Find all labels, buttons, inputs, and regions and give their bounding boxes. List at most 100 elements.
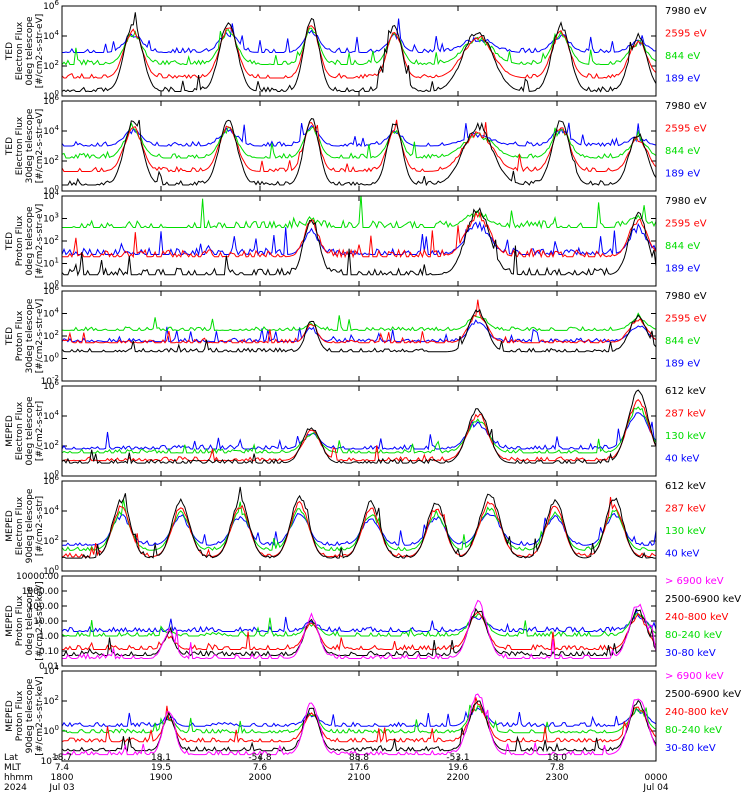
footer-lat-value: 18.7	[51, 753, 73, 763]
y-tick-label: 100	[43, 724, 59, 737]
series-trace	[62, 319, 656, 343]
y-axis-label: MEPED Electron Flux 90deg telescope [#/cm2-…	[5, 488, 45, 563]
y-axis-label-line: Proton Flux	[15, 215, 25, 266]
footer-mlt-value: 17.6	[348, 763, 370, 773]
legend-entry: 189 eV	[665, 359, 700, 370]
series-trace	[62, 220, 656, 257]
series-trace	[62, 121, 656, 160]
series-trace	[62, 697, 656, 744]
legend-entry: 7980 eV	[665, 291, 707, 302]
plot-frame	[61, 575, 657, 667]
y-axis-label-line: 90deg telescope	[25, 488, 35, 563]
legend-entry: 189 eV	[665, 169, 700, 180]
footer-mlt-value: 19.6	[447, 763, 469, 773]
legend-entry: 612 keV	[665, 481, 706, 492]
footer-lat-value: -53.1	[446, 753, 470, 763]
y-axis-label-line: TED	[5, 137, 15, 156]
legend-entry: 130 keV	[665, 526, 706, 537]
footer-lat-value: 18.1	[150, 753, 172, 763]
y-tick-label: 106	[43, 0, 59, 12]
footer-date-value: Jul 03	[49, 783, 75, 793]
y-axis-label-line: TED	[5, 327, 15, 346]
footer-hhmm-value: 2300	[545, 773, 569, 783]
series-trace	[62, 27, 656, 66]
legend-entry: 2500-6900 keV	[665, 689, 741, 700]
legend-entry: 2595 eV	[665, 29, 707, 40]
legend-entry: 2595 eV	[665, 314, 707, 325]
footer-lat-value: 88.8	[348, 753, 370, 763]
y-axis-label-line: MEPED	[5, 415, 15, 447]
legend-entry: 40 keV	[665, 549, 699, 560]
series-trace	[62, 512, 656, 547]
y-axis-label-line: 30deg telescope	[25, 108, 35, 183]
y-axis-label-line: [#/cm2-s-str-eV]	[35, 109, 45, 184]
series-trace	[62, 299, 656, 344]
plot-frame	[61, 100, 657, 192]
y-axis-label-line: MEPED	[5, 700, 15, 732]
y-axis-label-line: MEPED	[5, 510, 15, 542]
series-trace	[62, 119, 656, 173]
plot-frame	[61, 290, 657, 382]
footer-mlt-value: 7.8	[549, 763, 565, 773]
footer-label-hhmm: hhmm	[4, 773, 33, 783]
series-trace	[62, 693, 656, 756]
footer-hhmm-value: 2200	[446, 773, 470, 783]
y-axis-label-line: [#/cm2-s-str]	[35, 401, 45, 461]
y-tick-label: 10000.00	[16, 572, 59, 582]
footer-label-year: 2024	[4, 783, 27, 793]
footer-mlt-value: 19.5	[150, 763, 172, 773]
y-tick-label: 104	[43, 29, 59, 42]
legend-entry: 189 eV	[665, 74, 700, 85]
y-axis-label-line: Electron Flux	[15, 116, 25, 175]
footer-hhmm-value: 2100	[347, 773, 371, 783]
y-axis-label-line: 0deg telescope	[25, 396, 35, 466]
legend-entry: 7980 eV	[665, 6, 707, 17]
series-trace	[62, 704, 656, 735]
legend-entry: 80-240 keV	[665, 630, 722, 641]
series-trace	[62, 499, 656, 552]
y-tick-label: 102	[43, 329, 59, 342]
footer-hhmm-value: 2000	[248, 773, 272, 783]
y-axis-label-line: Proton Flux	[15, 690, 25, 741]
y-axis-label-line: 0deg telescope	[25, 586, 35, 656]
y-tick-label: 102	[43, 59, 59, 72]
y-axis-label: MEPED Proton Flux 90deg telescope [#/cm2-s-…	[5, 676, 45, 755]
legend-entry: 844 eV	[665, 336, 700, 347]
y-axis-label-line: [#/cm2-s-str-eV]	[35, 204, 45, 279]
y-tick-label: 102	[43, 154, 59, 167]
y-axis-label: TED Electron Flux 30deg telescope [#/cm2-s-…	[5, 108, 45, 183]
legend-entry: 612 keV	[665, 386, 706, 397]
legend-entry: 30-80 keV	[665, 743, 716, 754]
y-tick-label: 100.00	[28, 602, 60, 612]
series-trace	[62, 607, 656, 633]
y-axis-label-line: Proton Flux	[15, 595, 25, 646]
time-axis-footer: Lat MLT hhmm 2024 18.7 7.4 1800 Jul 03 18.1 1…	[0, 752, 750, 800]
series-trace	[62, 211, 656, 259]
legend-entry: > 6900 keV	[665, 576, 724, 587]
y-tick-label: 102	[43, 234, 59, 247]
y-axis-label-line: MEPED	[5, 605, 15, 637]
footer-label-lat: Lat	[4, 753, 19, 763]
legend-entry: 189 eV	[665, 264, 700, 275]
y-tick-label: 1.00	[39, 632, 59, 642]
footer-mlt-value: 7.6	[252, 763, 268, 773]
footer-hhmm-value: 1800	[50, 773, 74, 783]
legend-entry: 287 keV	[665, 409, 706, 420]
legend-entry: > 6900 keV	[665, 671, 724, 682]
footer-label-mlt: MLT	[4, 763, 22, 773]
legend-entry: 7980 eV	[665, 196, 707, 207]
legend-entry: 287 keV	[665, 504, 706, 515]
y-axis-label-line: 30deg telescope	[25, 298, 35, 373]
legend-entry: 7980 eV	[665, 101, 707, 112]
y-axis-label-line: 0deg telescope	[25, 16, 35, 86]
y-axis-label-line: TED	[5, 42, 15, 61]
series-trace	[62, 196, 656, 230]
y-axis-label: TED Proton Flux 0deg telescope [#/cm2-s-str…	[5, 204, 45, 279]
legend-entry: 130 keV	[665, 431, 706, 442]
y-axis-label: MEPED Proton Flux 0deg telescope [#/cm2-s-s…	[5, 581, 45, 660]
